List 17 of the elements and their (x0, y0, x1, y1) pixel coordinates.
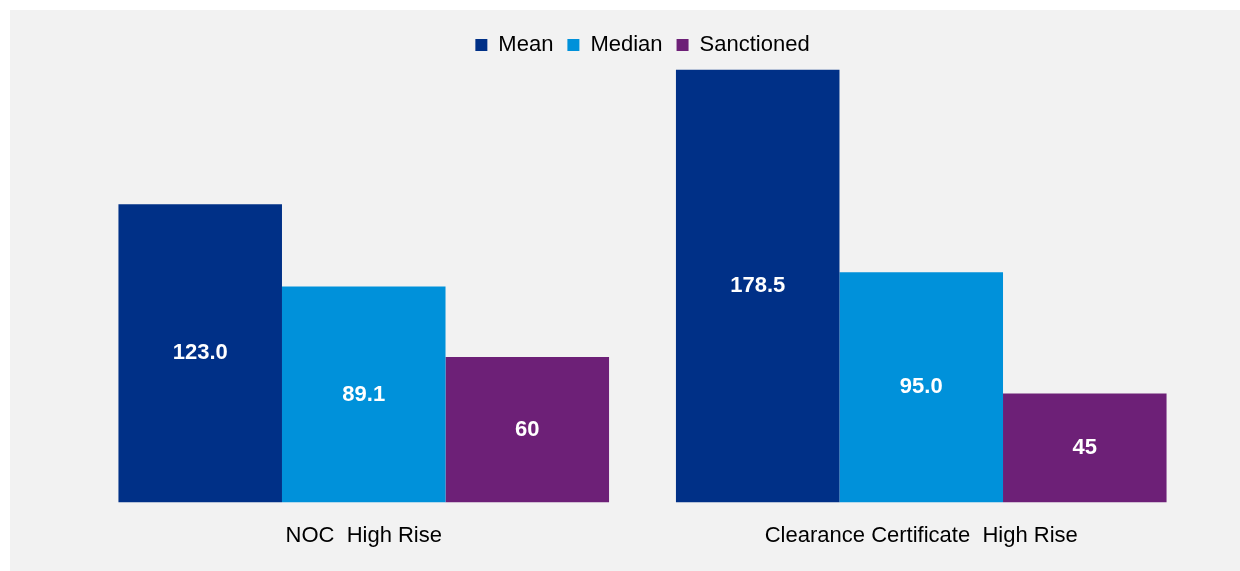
bar (839, 272, 1004, 503)
bar (281, 286, 446, 503)
legend-label: Median (590, 31, 663, 57)
data-label: 89.1 (342, 380, 386, 406)
data-label: 123.0 (172, 339, 228, 365)
bar (1003, 393, 1167, 503)
data-label: 178.5 (730, 272, 786, 298)
bar (675, 69, 840, 503)
x-tick-label: Clearance Certificate High Rise (764, 521, 1078, 547)
data-label: 45 (1072, 434, 1098, 460)
data-label: 60 (515, 415, 540, 441)
bar (118, 204, 282, 503)
legend-label: Mean (498, 31, 554, 57)
legend-label: Sanctioned (699, 31, 810, 57)
x-tick-label: NOC High Rise (285, 521, 442, 547)
bar (445, 357, 610, 503)
data-label: 95.0 (899, 373, 943, 399)
